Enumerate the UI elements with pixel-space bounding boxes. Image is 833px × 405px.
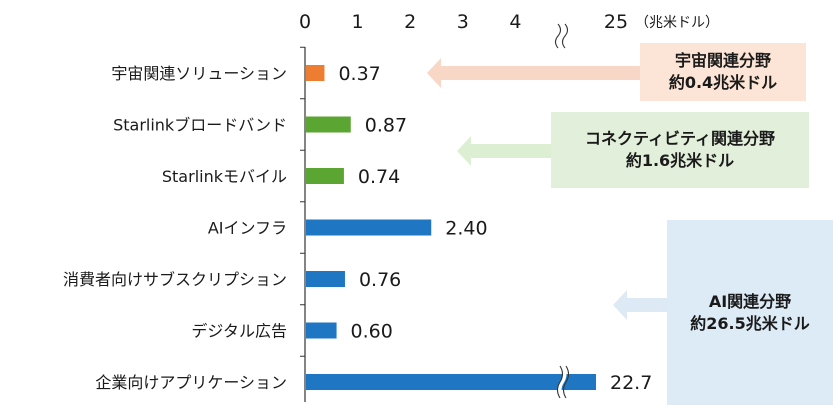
group-arrow (457, 136, 551, 166)
ai-group-total: 約26.5兆米ドル (690, 313, 810, 333)
category-label: Starlinkモバイル (162, 167, 287, 186)
x-tick-label: 3 (457, 11, 469, 33)
ai-group-title: AI関連分野 (708, 291, 792, 311)
value-label: 22.7 (610, 372, 652, 394)
bar (306, 374, 596, 390)
bar (306, 271, 345, 287)
category-label: Starlinkブロードバンド (113, 116, 287, 135)
value-label: 0.60 (351, 321, 393, 343)
connectivity-group-title: コネクティビティ関連分野 (584, 129, 776, 149)
connectivity-group-box: コネクティビティ関連分野 約1.6兆米ドル (551, 112, 809, 188)
x-tick-label: 1 (352, 11, 364, 33)
bar-break-gap (557, 364, 567, 400)
bar (306, 322, 337, 339)
value-label: 0.87 (365, 115, 407, 137)
category-label: デジタル広告 (191, 322, 287, 341)
value-label: 2.40 (445, 218, 487, 240)
x-tick-label: 25 (604, 11, 628, 33)
category-label: 消費者向けサブスクリプション (63, 270, 287, 289)
x-tick-label: 4 (509, 11, 521, 33)
ai-group-box: AI関連分野 約26.5兆米ドル (667, 220, 833, 405)
bar (306, 65, 325, 81)
connectivity-group-total: 約1.6兆米ドル (625, 151, 735, 170)
axis-break-mark-top-2 (561, 23, 569, 49)
bar-break-mark-2 (562, 365, 570, 399)
x-unit-label: （兆米ドル） (635, 15, 719, 31)
space-group-total: 約0.4兆米ドル (668, 73, 778, 92)
group-arrow (613, 290, 667, 320)
value-label: 0.76 (359, 269, 401, 291)
group-arrow (427, 58, 640, 88)
x-tick-label: 0 (299, 11, 311, 33)
bar (306, 168, 344, 184)
category-label: 企業向けアプリケーション (95, 373, 287, 392)
space-group-title: 宇宙関連分野 (674, 51, 771, 71)
axis-break-mark-top-1 (554, 23, 562, 49)
space-group-box: 宇宙関連分野 約0.4兆米ドル (640, 43, 806, 101)
category-label: AIインフラ (208, 219, 287, 238)
value-label: 0.74 (358, 166, 400, 188)
x-tick-label: 2 (404, 11, 416, 33)
bar-break-mark-1 (556, 365, 564, 399)
bar (306, 116, 351, 133)
bar (306, 219, 432, 236)
category-label: 宇宙関連ソリューション (111, 64, 287, 83)
value-label: 0.37 (338, 63, 380, 85)
